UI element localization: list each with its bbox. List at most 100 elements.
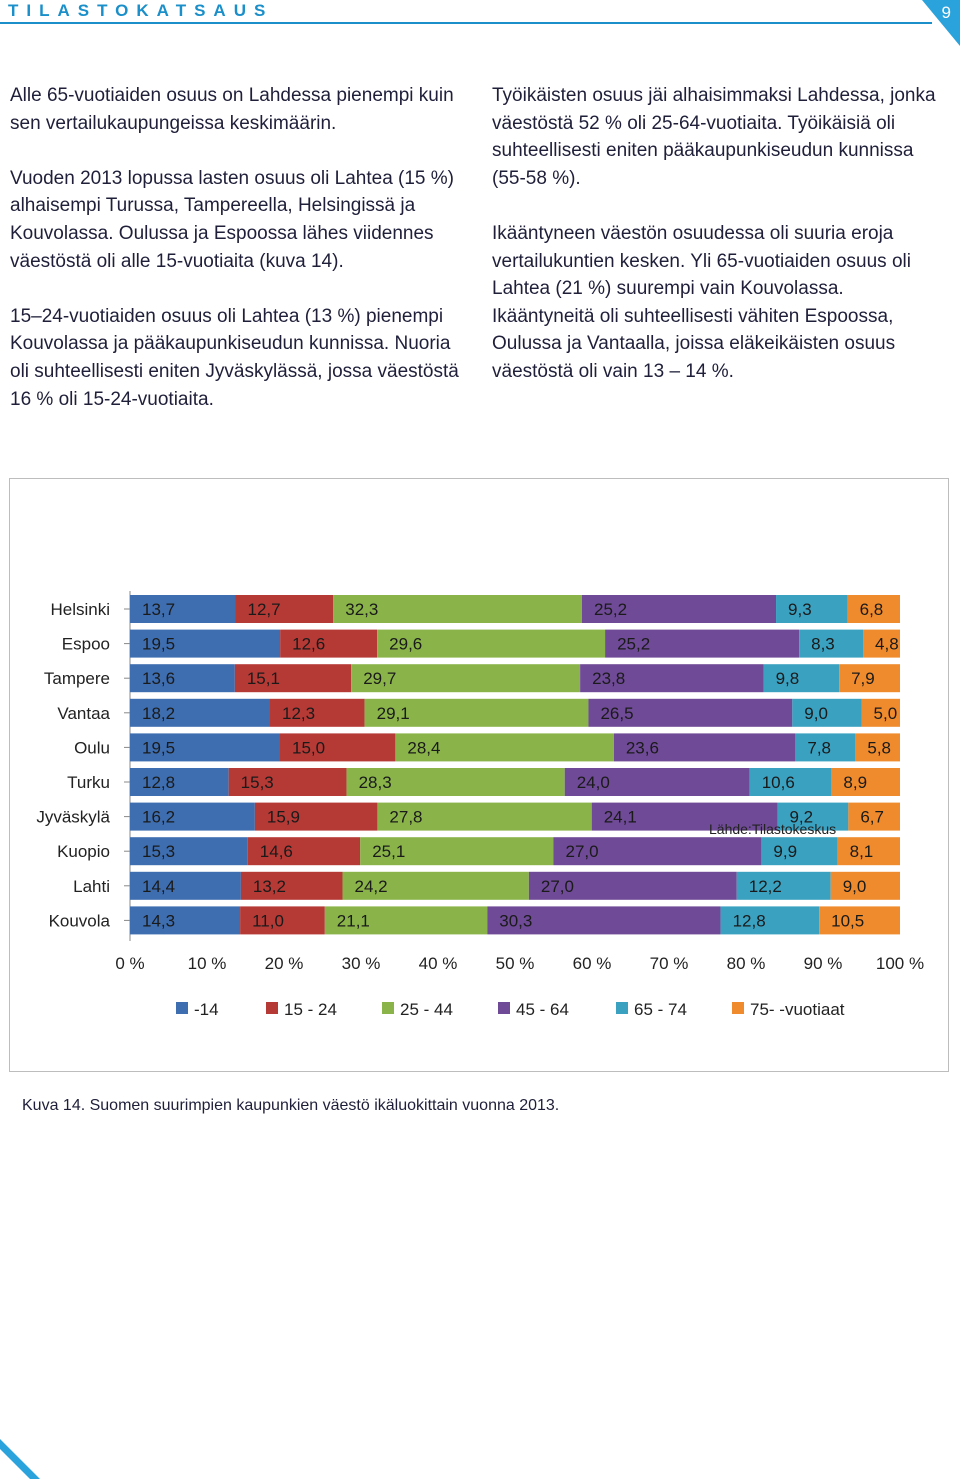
- data-label: 27,0: [541, 877, 574, 896]
- category-label: Helsinki: [50, 600, 110, 619]
- bar-segment: [280, 629, 378, 658]
- bar-segment: [234, 664, 352, 693]
- stacked-bar-chart: Helsinki 13,7 12,7 32,3 25,2 9,3 6,8 Espoo 19,5 1…: [36, 591, 924, 1019]
- data-label: 32,3: [345, 600, 378, 619]
- category-label: Tampere: [44, 669, 110, 688]
- bar-segment: [580, 664, 764, 693]
- data-label: 24,2: [355, 877, 388, 896]
- data-label: 19,5: [142, 635, 175, 654]
- data-label: 9,2: [789, 808, 813, 827]
- data-label: 21,1: [337, 911, 370, 930]
- bar-segment: [736, 871, 831, 900]
- data-label: 6,8: [860, 600, 884, 619]
- data-label: 25,2: [617, 635, 650, 654]
- legend-label: 15 - 24: [284, 1000, 337, 1019]
- bar-segment: [847, 595, 900, 623]
- bar-segment: [324, 906, 488, 935]
- bar-segment: [819, 906, 900, 935]
- data-label: 24,0: [577, 773, 610, 792]
- data-label: 29,6: [389, 635, 422, 654]
- legend-label: 45 - 64: [516, 1000, 569, 1019]
- bar-segment: [240, 871, 343, 900]
- legend-swatch: [382, 1002, 394, 1014]
- bar-segment: [855, 733, 900, 762]
- x-tick-label: 90 %: [804, 954, 843, 973]
- data-label: 28,3: [359, 773, 392, 792]
- data-label: 12,3: [282, 704, 315, 723]
- legend-swatch: [616, 1002, 628, 1014]
- data-label: 15,0: [292, 738, 325, 757]
- data-label: 12,8: [142, 773, 175, 792]
- data-label: 30,3: [499, 911, 532, 930]
- data-label: 15,3: [142, 842, 175, 861]
- legend-swatch: [266, 1002, 278, 1014]
- legend-label: -14: [194, 1000, 219, 1019]
- bar-segment: [581, 595, 777, 623]
- category-label: Oulu: [74, 738, 110, 757]
- data-label: 25,1: [372, 842, 405, 861]
- category-label: Vantaa: [57, 704, 110, 723]
- bar-segment: [130, 698, 270, 727]
- page-number-badge: [922, 0, 960, 46]
- data-label: 25,2: [594, 600, 627, 619]
- data-label: 14,4: [142, 877, 175, 896]
- data-label: 9,9: [773, 842, 797, 861]
- bar-segment: [240, 906, 325, 935]
- x-tick-label: 0 %: [115, 954, 144, 973]
- x-tick-label: 100 %: [876, 954, 924, 973]
- figure-caption: Kuva 14. Suomen suurimpien kaupunkien vä…: [22, 1097, 560, 1114]
- bar-segment: [848, 802, 900, 831]
- x-tick-label: 40 %: [419, 954, 458, 973]
- bar-segment: [799, 629, 864, 658]
- x-tick-label: 80 %: [727, 954, 766, 973]
- bar-segment: [130, 768, 229, 796]
- bar-segment: [254, 802, 378, 831]
- data-label: 23,8: [592, 669, 625, 688]
- bar-segment: [377, 629, 606, 658]
- bar-segment: [130, 871, 241, 900]
- bar-segment: [763, 664, 840, 693]
- data-label: 8,1: [850, 842, 874, 861]
- paragraph: Ikääntyneen väestön osuudessa oli suuria…: [492, 222, 911, 382]
- data-label: 6,7: [860, 808, 884, 827]
- category-label: Kouvola: [49, 911, 111, 930]
- data-label: 12,2: [749, 877, 782, 896]
- bar-segment: [861, 698, 900, 727]
- left-text-column: Alle 65-vuotiaiden osuus on Lahdessa pie…: [10, 82, 460, 441]
- data-label: 19,5: [142, 738, 175, 757]
- paragraph: Työikäisten osuus jäi alhaisimmaksi Lahd…: [492, 85, 936, 189]
- data-label: 10,5: [831, 911, 864, 930]
- data-label: 8,9: [843, 773, 867, 792]
- bar-segment: [863, 629, 900, 658]
- data-label: 9,0: [843, 877, 867, 896]
- data-label: 29,1: [377, 704, 410, 723]
- bar-segment: [130, 595, 236, 623]
- paragraph: 15–24-vuotiaiden osuus oli Lahtea (13 %)…: [10, 305, 459, 410]
- bar-segment: [831, 768, 900, 796]
- data-label: 5,8: [867, 738, 891, 757]
- bar-segment: [360, 837, 554, 866]
- data-label: 29,7: [363, 669, 396, 688]
- bar-segment: [795, 733, 856, 762]
- data-label: 24,1: [604, 808, 637, 827]
- x-tick-label: 20 %: [265, 954, 304, 973]
- data-label: 23,6: [626, 738, 659, 757]
- bar-segment: [130, 733, 280, 762]
- x-tick-label: 10 %: [188, 954, 227, 973]
- data-label: 27,0: [566, 842, 599, 861]
- bar-segment: [528, 871, 737, 900]
- bar-segment: [749, 768, 832, 796]
- data-label: 8,3: [811, 635, 835, 654]
- data-label: 26,5: [600, 704, 633, 723]
- data-label: 13,6: [142, 669, 175, 688]
- bar-segment: [830, 871, 900, 900]
- bar-segment: [333, 595, 582, 623]
- bar-segment: [228, 768, 347, 796]
- bar-segment: [247, 837, 361, 866]
- x-tick-label: 30 %: [342, 954, 381, 973]
- legend-swatch: [498, 1002, 510, 1014]
- data-label: 27,8: [389, 808, 422, 827]
- data-label: 10,6: [762, 773, 795, 792]
- data-label: 14,3: [142, 911, 175, 930]
- data-label: 15,3: [241, 773, 274, 792]
